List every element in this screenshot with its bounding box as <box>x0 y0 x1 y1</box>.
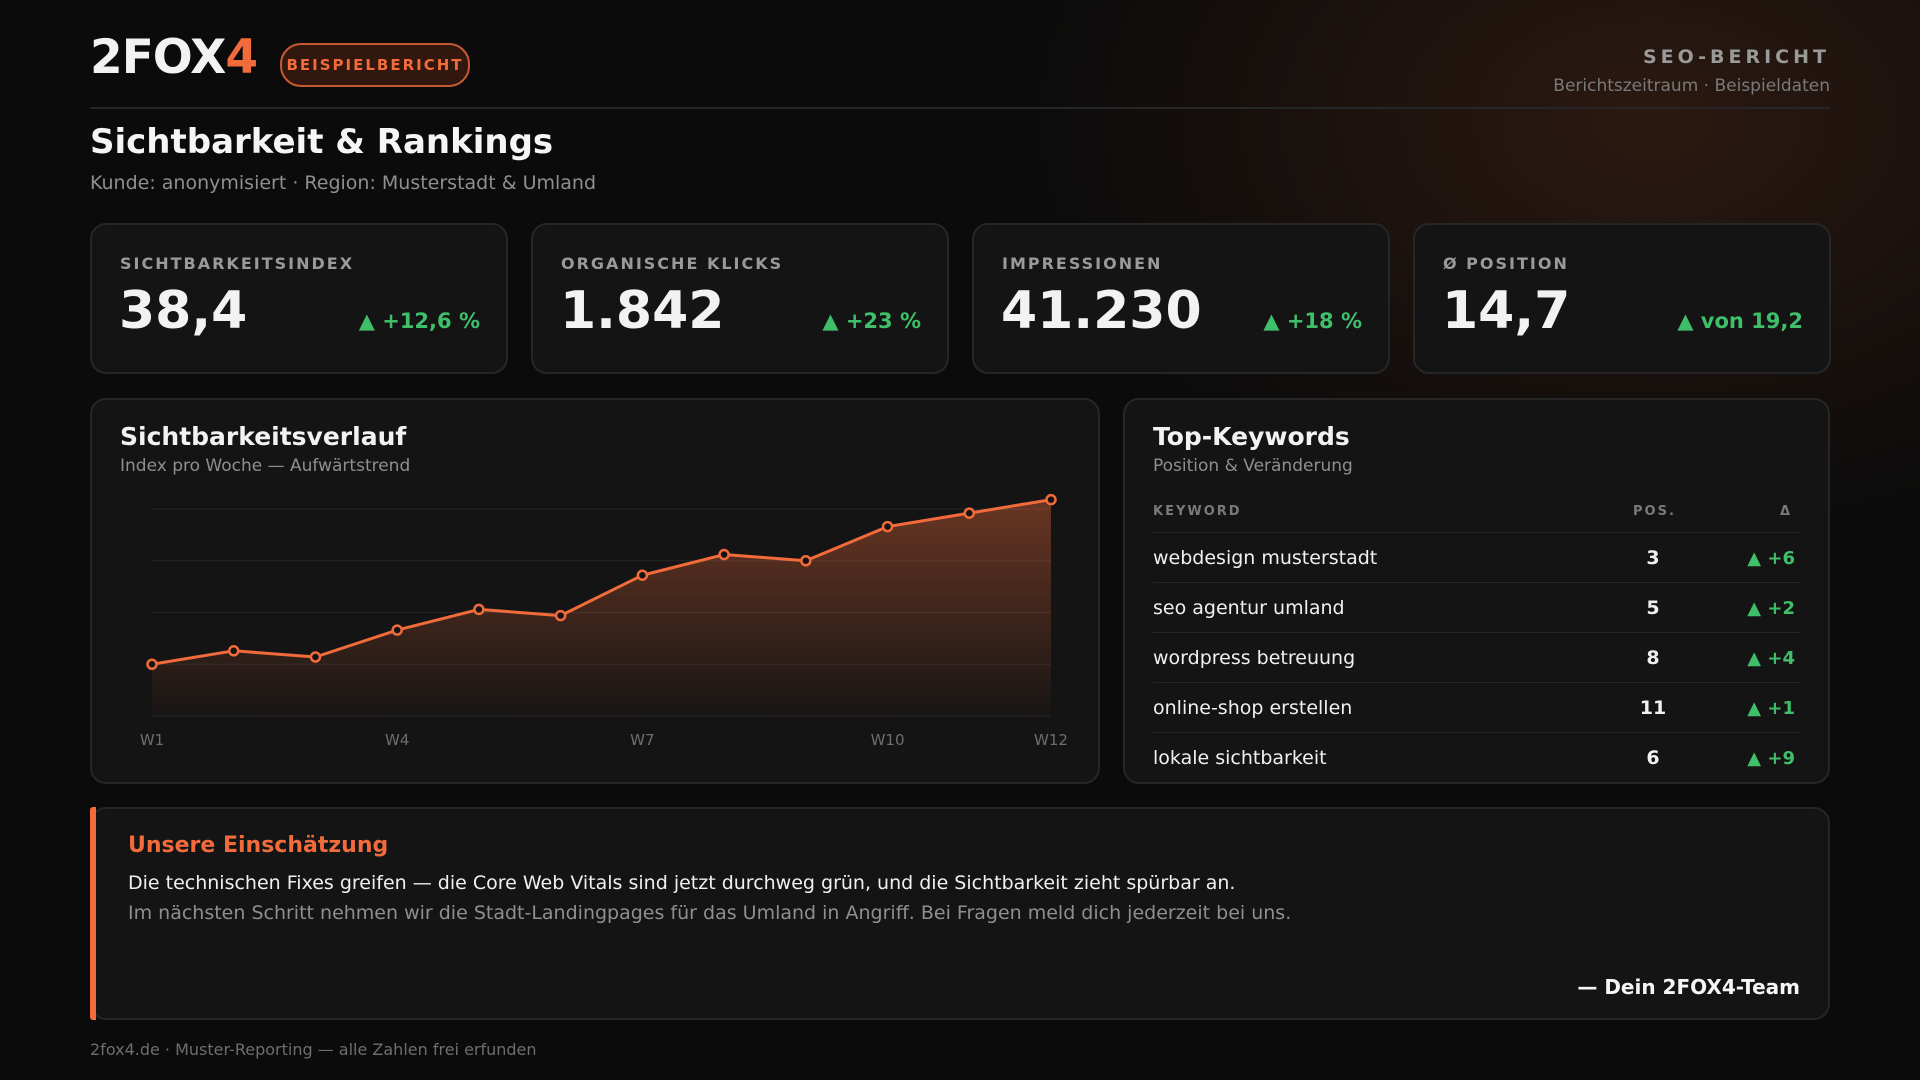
top-keywords-card: Top-Keywords Position & Veränderung KEYW… <box>1123 398 1830 784</box>
keyword-name: seo agentur umland <box>1153 597 1345 619</box>
accent-bar <box>90 807 96 1020</box>
assessment-text-secondary: Im nächsten Schritt nehmen wir die Stadt… <box>128 902 1292 924</box>
kpi-card-clicks: ORGANISCHE KLICKS 1.842 ▲ +23 % <box>531 223 949 374</box>
report-period-label: Berichtszeitraum · Beispieldaten <box>1553 76 1830 96</box>
keywords-subtitle: Position & Veränderung <box>1153 456 1353 476</box>
chart-data-point <box>309 651 322 663</box>
keyword-delta: ▲ +1 <box>1747 698 1795 719</box>
chart-x-tick-label: W4 <box>385 731 409 749</box>
chart-title: Sichtbarkeitsverlauf <box>120 422 407 451</box>
chart-x-tick-label: W7 <box>630 731 654 749</box>
keyword-name: wordpress betreuung <box>1153 647 1356 669</box>
kpi-value: 14,7 <box>1442 281 1571 341</box>
kpi-label: ORGANISCHE KLICKS <box>561 254 784 273</box>
kpi-delta: ▲ +18 % <box>1263 309 1362 333</box>
chart-data-point <box>1045 493 1057 506</box>
logo-accent: 4 <box>225 30 258 85</box>
chart-data-point <box>473 603 485 616</box>
chart-data-point <box>391 624 403 636</box>
assessment-text-primary: Die technischen Fixes greifen — die Core… <box>128 872 1236 894</box>
col-header-delta: Δ <box>1779 504 1792 519</box>
keyword-delta: ▲ +2 <box>1747 598 1795 619</box>
kpi-delta: ▲ von 19,2 <box>1677 309 1803 333</box>
keyword-row: wordpress betreuung 8 ▲ +4 <box>1153 632 1801 683</box>
kpi-delta: ▲ +12,6 % <box>358 309 480 333</box>
keyword-row: seo agentur umland 5 ▲ +2 <box>1153 582 1801 633</box>
chart-data-point <box>800 555 812 567</box>
kpi-card-visibility: SICHTBARKEITSINDEX 38,4 ▲ +12,6 % <box>90 223 508 374</box>
keyword-name: lokale sichtbarkeit <box>1153 747 1327 769</box>
chart-data-point <box>146 658 158 670</box>
chart-subtitle: Index pro Woche — Aufwärtstrend <box>120 456 411 476</box>
chart-data-point <box>963 507 976 519</box>
keyword-position: 5 <box>1646 597 1660 619</box>
chart-x-tick-label: W12 <box>1034 731 1068 749</box>
kpi-label: SICHTBARKEITSINDEX <box>120 254 355 273</box>
keyword-row: webdesign musterstadt 3 ▲ +6 <box>1153 532 1801 583</box>
keywords-title: Top-Keywords <box>1153 422 1350 451</box>
keyword-name: webdesign musterstadt <box>1153 547 1378 569</box>
keyword-delta: ▲ +6 <box>1747 548 1795 569</box>
chart-data-point <box>718 548 730 561</box>
header-divider <box>90 107 1830 109</box>
page-subtitle: Kunde: anonymisiert · Region: Musterstad… <box>90 172 597 194</box>
visibility-line-chart: W1 W4 W7 W10 W12 <box>140 493 1068 749</box>
chart-data-point <box>881 520 894 533</box>
keyword-position: 11 <box>1639 697 1667 719</box>
keyword-delta: ▲ +9 <box>1747 748 1795 769</box>
chart-data-point <box>227 645 240 657</box>
kpi-delta: ▲ +23 % <box>822 309 921 333</box>
visibility-chart-card: Sichtbarkeitsverlauf Index pro Woche — A… <box>90 398 1100 784</box>
chart-x-tick-label: W1 <box>140 731 164 749</box>
kpi-card-position: Ø POSITION 14,7 ▲ von 19,2 <box>1413 223 1831 374</box>
example-report-badge: BEISPIELBERICHT <box>280 43 470 87</box>
report-type-label: SEO-BERICHT <box>1642 46 1830 68</box>
chart-data-point <box>554 609 567 622</box>
brand-logo: 2FOX4 <box>90 30 258 85</box>
keyword-position: 6 <box>1646 747 1660 769</box>
kpi-value: 1.842 <box>560 281 725 341</box>
keyword-position: 8 <box>1646 647 1660 669</box>
keyword-name: online-shop erstellen <box>1153 697 1353 719</box>
keyword-row: lokale sichtbarkeit 6 ▲ +9 <box>1153 732 1801 783</box>
kpi-value: 38,4 <box>119 281 248 341</box>
logo-text: 2FOX <box>90 30 226 85</box>
assessment-title: Unsere Einschätzung <box>128 833 389 858</box>
page-title: Sichtbarkeit & Rankings <box>90 122 554 162</box>
keyword-delta: ▲ +4 <box>1747 648 1795 669</box>
chart-x-tick-label: W10 <box>871 731 905 749</box>
kpi-value: 41.230 <box>1001 281 1202 341</box>
assessment-signature: — Dein 2FOX4-Team <box>1577 975 1800 999</box>
kpi-label: Ø POSITION <box>1443 254 1569 273</box>
assessment-card: Unsere Einschätzung Die technischen Fixe… <box>90 807 1830 1020</box>
footer-text: 2fox4.de · Muster-Reporting — alle Zahle… <box>90 1040 537 1059</box>
col-header-keyword: KEYWORD <box>1153 504 1242 519</box>
kpi-card-impressions: IMPRESSIONEN 41.230 ▲ +18 % <box>972 223 1390 374</box>
chart-area-fill <box>152 499 1051 716</box>
keyword-position: 3 <box>1646 547 1660 569</box>
chart-series-line <box>151 498 1052 666</box>
kpi-label: IMPRESSIONEN <box>1002 254 1163 273</box>
chart-data-point <box>636 569 649 581</box>
keyword-row: online-shop erstellen 11 ▲ +1 <box>1153 682 1801 733</box>
col-header-position: POS. <box>1633 504 1676 519</box>
